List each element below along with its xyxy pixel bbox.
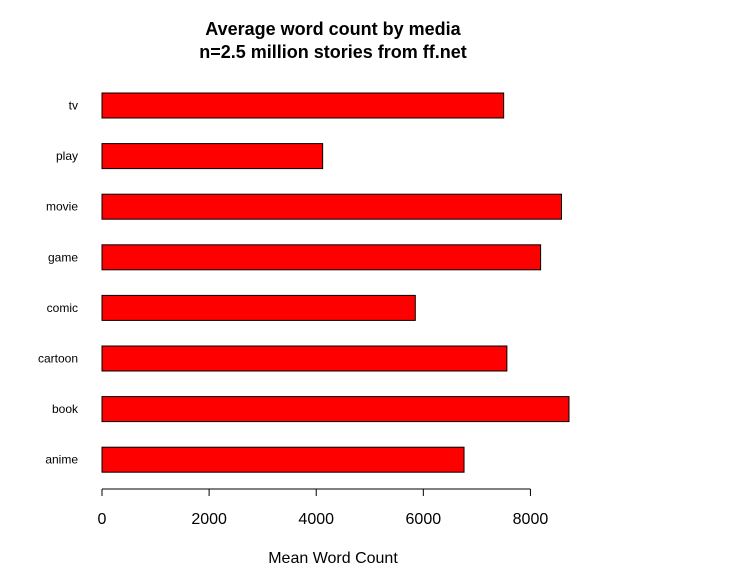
category-label-cartoon: cartoon xyxy=(38,352,78,366)
x-tick-label-8000: 8000 xyxy=(513,511,549,528)
category-labels: tv play movie game comic cartoon book anime xyxy=(38,99,79,467)
category-label-game: game xyxy=(48,250,78,264)
x-axis-title: Mean Word Count xyxy=(268,550,398,567)
bar-play xyxy=(101,143,324,170)
category-label-movie: movie xyxy=(46,200,78,214)
bar-cartoon xyxy=(101,345,508,372)
bar-book xyxy=(101,396,570,423)
chart-title: Average word count by media xyxy=(205,19,461,39)
x-tick-label-0: 0 xyxy=(98,511,107,528)
category-label-tv: tv xyxy=(69,99,78,113)
x-tick-label-6000: 6000 xyxy=(406,511,442,528)
category-label-book: book xyxy=(52,402,79,416)
bar-comic xyxy=(101,294,416,321)
x-tick-label-2000: 2000 xyxy=(191,511,227,528)
bar-anime xyxy=(101,446,465,473)
bar-tv xyxy=(101,92,505,119)
bar-movie xyxy=(101,193,563,220)
category-label-anime: anime xyxy=(45,453,78,467)
x-axis: 0 2000 4000 6000 8000 xyxy=(98,488,549,528)
category-label-play: play xyxy=(56,149,78,163)
bars-group xyxy=(101,92,570,473)
category-label-comic: comic xyxy=(47,301,78,315)
chart-subtitle: n=2.5 million stories from ff.net xyxy=(199,42,467,62)
bar-game xyxy=(101,244,542,271)
x-tick-label-4000: 4000 xyxy=(298,511,334,528)
